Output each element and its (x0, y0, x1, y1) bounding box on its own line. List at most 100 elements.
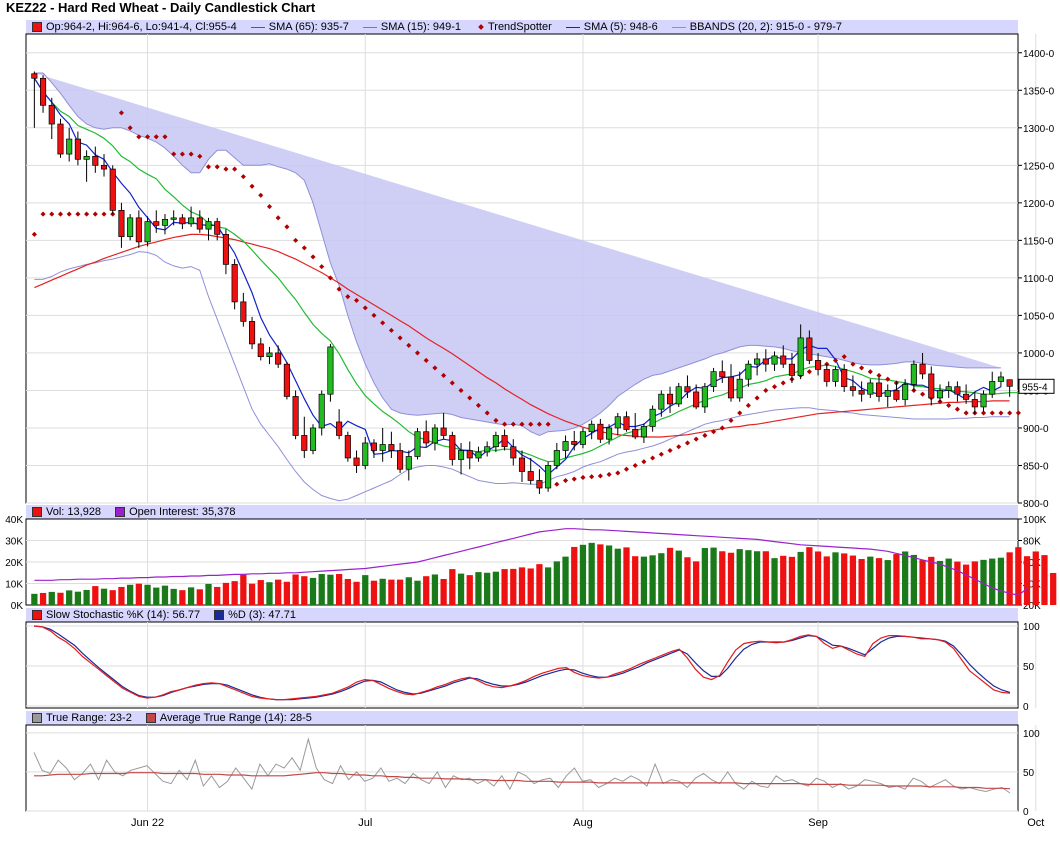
candle (971, 391, 978, 415)
volume-bar (666, 547, 674, 605)
volume-bar (1050, 572, 1057, 605)
candle (858, 381, 865, 402)
candle-body (405, 456, 412, 470)
candle (301, 416, 308, 458)
trendspotter-point (920, 391, 926, 397)
trendspotter-point (406, 342, 412, 348)
volume-bar (719, 551, 726, 605)
candle-body (1006, 379, 1013, 387)
trendspotter-point (815, 365, 821, 371)
volume-swatch (32, 507, 42, 517)
volume-bar (309, 577, 317, 605)
volume-bar (928, 556, 935, 605)
stoch-k-legend-text: Slow Stochastic %K (14): 56.77 (46, 609, 201, 621)
volume-bar (118, 586, 125, 605)
price-tick-label: 950-0 (1023, 386, 1049, 397)
trendspotter-point (327, 275, 333, 281)
volume-bar (945, 558, 952, 605)
candle (606, 424, 613, 445)
candle-body (353, 457, 360, 466)
candle (571, 430, 578, 451)
volume-bar (858, 558, 865, 605)
trendspotter-point (981, 410, 987, 416)
candle (963, 384, 970, 404)
volume-bar (823, 556, 830, 605)
candle-body (466, 450, 473, 459)
x-axis-label: Jun 22 (131, 817, 164, 829)
candle (283, 361, 290, 400)
candle-body (327, 346, 334, 395)
volume-bar (788, 556, 796, 605)
candle (466, 441, 473, 470)
candle-body (484, 446, 491, 453)
volume-bar (867, 556, 874, 605)
stoch-d-legend-item: %D (3): 47.71 (214, 609, 296, 621)
candle-body (240, 301, 247, 322)
price-tick-label: 800-0 (1023, 499, 1049, 510)
atr-legend-item: Average True Range (14): 28-5 (145, 712, 312, 724)
trendspotter-point (40, 211, 46, 217)
candle (527, 457, 534, 485)
candle-body (649, 408, 656, 427)
price-tick-label: 1100-0 (1023, 274, 1054, 285)
volume-bar (327, 574, 334, 605)
volume-bar (962, 564, 970, 605)
volume-bar (849, 555, 857, 605)
candle (806, 330, 813, 365)
candle-body (292, 396, 299, 436)
atr-line (34, 772, 1011, 790)
candle-body (397, 450, 404, 470)
candle (309, 424, 317, 455)
volume-bar (39, 592, 47, 605)
trendspotter-point (284, 224, 290, 230)
trendspotter-dot-sample (478, 24, 484, 30)
candle (727, 364, 735, 402)
volume-bar (170, 588, 177, 605)
trendspotter-point (423, 357, 429, 363)
volume-bar (553, 561, 560, 605)
trendspotter-point (145, 134, 151, 140)
volume-left-tick-label: 20K (5, 558, 23, 569)
volume-bar (701, 548, 709, 605)
candle-body (83, 155, 90, 160)
volume-bar (396, 579, 404, 605)
sma5-line (33, 77, 1002, 476)
volume-bar (971, 561, 978, 605)
volume-bar (832, 552, 839, 605)
candle (275, 345, 282, 368)
candle-body (257, 343, 264, 358)
volume-bar (109, 590, 116, 605)
trendspotter-point (519, 421, 525, 427)
trendspotter-point (162, 134, 168, 140)
open-interest-line (34, 528, 1028, 596)
trendspotter-point (484, 410, 490, 416)
volume-bar (1023, 556, 1031, 605)
price-tick-label: 1000-0 (1023, 349, 1055, 360)
candle (457, 442, 465, 475)
stoch-k-legend-item: Slow Stochastic %K (14): 56.77 (32, 609, 200, 621)
candle-body (100, 164, 108, 170)
trendspotter-point (536, 421, 542, 427)
candle-body (457, 450, 465, 460)
candle (562, 435, 569, 458)
candle (658, 390, 665, 417)
candle-body (745, 363, 752, 380)
candle-body (910, 363, 917, 385)
trendspotter-point (449, 380, 455, 386)
trendspotter-point (75, 211, 81, 217)
candle (510, 439, 517, 466)
candle (423, 420, 430, 447)
candle (48, 97, 55, 140)
atr-swatch (145, 713, 156, 723)
volume-bar (222, 582, 230, 605)
candle (292, 390, 299, 440)
volume-bar (301, 576, 308, 605)
candle (370, 439, 378, 458)
candle-body (31, 73, 38, 79)
trendspotter-point (188, 151, 194, 157)
volume-bar (989, 558, 996, 605)
volume-bar (449, 569, 456, 605)
candle (719, 360, 726, 383)
sma65-legend: SMA (65): 935-7 (250, 21, 349, 33)
candle (249, 316, 256, 350)
